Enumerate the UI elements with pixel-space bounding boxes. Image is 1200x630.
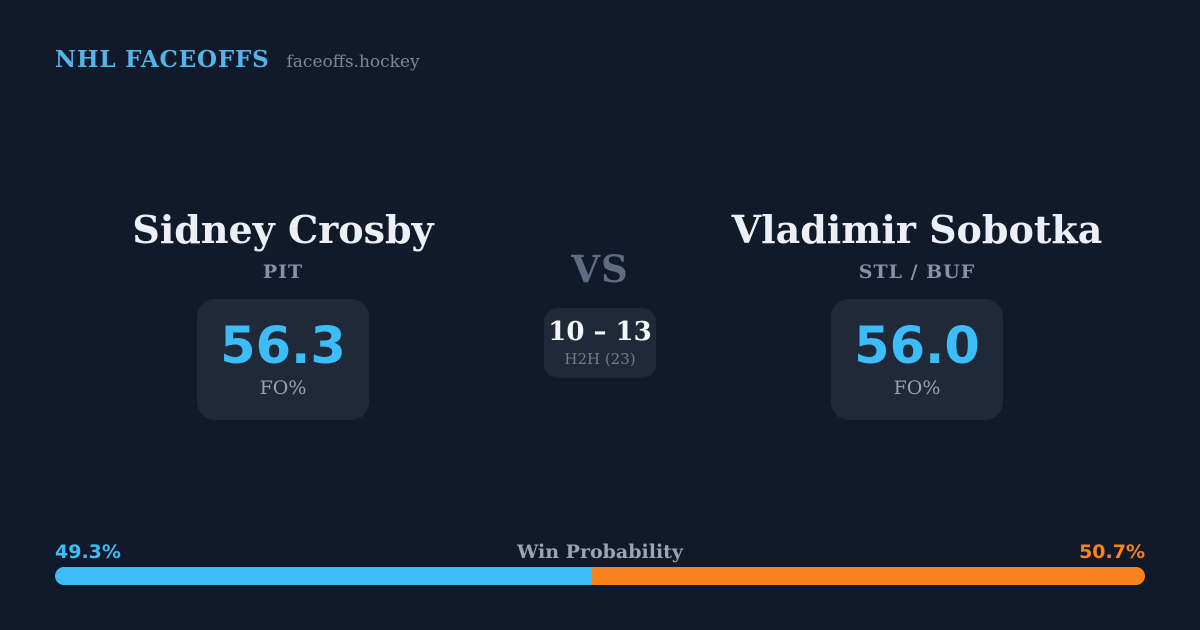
player-right-name: Vladimir Sobotka — [731, 207, 1103, 252]
player-right-team: STL / BUF — [858, 260, 976, 283]
win-probability-title: Win Probability — [517, 541, 683, 563]
player-left-name: Sidney Crosby — [132, 207, 434, 252]
win-probability-section: 49.3% Win Probability 50.7% — [55, 541, 1145, 585]
win-probability-labels: 49.3% Win Probability 50.7% — [55, 541, 1145, 563]
player-left-stat-label: FO% — [259, 376, 307, 399]
vs-label: VS — [571, 247, 629, 291]
player-left-faceoff-pct: 56.3 — [220, 317, 346, 377]
versus-panel: VS 10 – 13 H2H (23) — [480, 251, 720, 378]
player-left-team: PIT — [262, 260, 304, 283]
head-to-head-card: 10 – 13 H2H (23) — [544, 308, 656, 378]
head-to-head-score: 10 – 13 — [548, 317, 652, 348]
header: NHL FACEOFFS faceoffs.hockey — [55, 46, 420, 73]
player-left-stat-card: 56.3 FO% — [197, 298, 369, 420]
player-right-stat-card: 56.0 FO% — [831, 298, 1003, 420]
player-left-panel: Sidney Crosby PIT 56.3 FO% — [73, 206, 493, 420]
win-probability-bar-right-segment — [592, 567, 1145, 585]
win-probability-right-pct: 50.7% — [1079, 541, 1145, 563]
player-right-panel: Vladimir Sobotka STL / BUF 56.0 FO% — [707, 206, 1127, 420]
win-probability-bar-left-segment — [55, 567, 593, 585]
win-probability-left-pct: 49.3% — [55, 541, 121, 563]
site-url: faceoffs.hockey — [286, 52, 420, 72]
win-probability-bar — [55, 567, 1145, 585]
player-right-faceoff-pct: 56.0 — [854, 317, 980, 377]
player-right-stat-label: FO% — [893, 376, 941, 399]
head-to-head-label: H2H (23) — [564, 349, 636, 368]
brand-title: NHL FACEOFFS — [55, 46, 270, 73]
